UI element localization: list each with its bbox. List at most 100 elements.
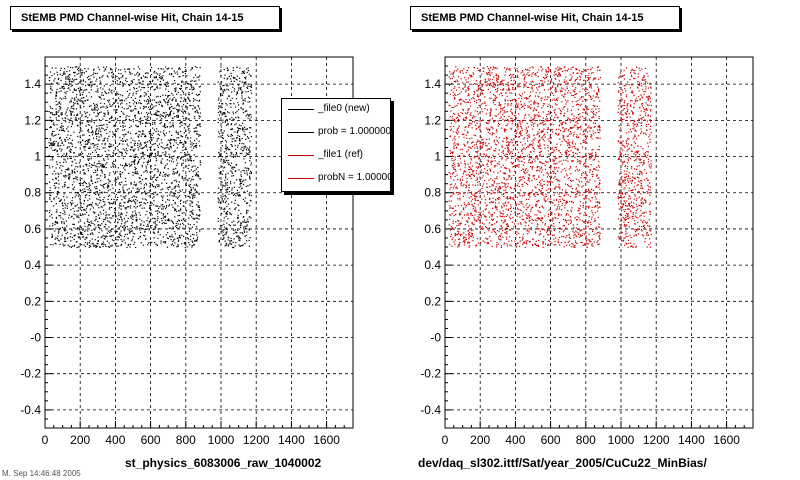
data-point	[152, 119, 154, 121]
data-point	[516, 106, 519, 108]
data-point	[126, 103, 128, 105]
data-point	[472, 72, 474, 74]
data-point	[66, 137, 68, 139]
data-point	[81, 232, 83, 234]
data-point	[108, 221, 110, 223]
data-point	[453, 162, 455, 164]
data-point	[145, 228, 147, 230]
data-point	[78, 153, 80, 155]
data-point	[70, 113, 72, 115]
data-point	[86, 111, 88, 113]
data-point	[474, 195, 476, 197]
x-tick-label: 600	[141, 433, 161, 447]
data-point	[143, 224, 145, 226]
data-point	[147, 244, 149, 246]
data-point	[90, 126, 93, 128]
data-point	[227, 159, 229, 161]
data-point	[107, 184, 110, 186]
data-point	[166, 120, 168, 122]
data-point	[450, 73, 452, 75]
data-point	[93, 212, 96, 214]
data-point	[452, 187, 454, 189]
data-point	[102, 118, 104, 120]
data-point	[135, 132, 138, 134]
data-point	[173, 70, 175, 72]
data-point	[486, 72, 488, 74]
data-point	[56, 124, 58, 126]
data-point	[116, 111, 118, 113]
data-point	[118, 212, 120, 214]
data-point	[58, 129, 61, 131]
data-point	[457, 198, 459, 200]
data-point	[450, 186, 452, 189]
data-point	[217, 197, 219, 199]
data-point	[162, 206, 164, 208]
data-point	[453, 179, 455, 181]
data-point	[65, 78, 67, 80]
data-point	[106, 217, 108, 219]
data-point	[196, 124, 198, 126]
data-point	[488, 69, 491, 71]
data-point	[177, 133, 179, 135]
data-point	[497, 192, 499, 194]
data-point	[458, 224, 460, 226]
data-point	[88, 165, 90, 167]
data-point	[449, 71, 451, 73]
data-point	[249, 146, 251, 148]
data-point	[452, 193, 454, 195]
data-point	[157, 154, 159, 156]
data-point	[192, 165, 194, 167]
data-point	[160, 242, 162, 244]
data-point	[476, 162, 479, 164]
data-point	[174, 72, 176, 74]
data-point	[155, 112, 157, 114]
data-point	[130, 106, 132, 108]
data-point	[134, 115, 136, 117]
data-point	[165, 94, 167, 96]
data-point	[148, 156, 151, 158]
data-point	[226, 88, 228, 90]
data-point	[83, 169, 85, 171]
data-point	[163, 221, 165, 223]
data-point	[116, 225, 118, 227]
data-point	[499, 117, 501, 119]
data-point	[160, 77, 162, 79]
data-point	[235, 153, 237, 156]
data-point	[232, 67, 234, 69]
data-point	[245, 185, 247, 187]
data-point	[220, 66, 222, 68]
data-point	[153, 105, 155, 108]
data-point	[244, 242, 246, 245]
data-point	[138, 79, 140, 81]
data-point	[107, 76, 109, 78]
data-point	[144, 235, 146, 237]
data-point	[147, 217, 149, 219]
data-point	[492, 201, 494, 204]
data-point	[133, 156, 136, 158]
data-point	[198, 192, 200, 194]
data-point	[515, 172, 517, 174]
data-point	[526, 86, 529, 89]
data-point	[193, 88, 195, 91]
data-point	[68, 178, 70, 180]
data-point	[506, 197, 509, 199]
data-point	[179, 208, 182, 210]
data-point	[238, 104, 240, 106]
data-point	[179, 214, 181, 217]
data-point	[178, 137, 180, 139]
data-point	[190, 69, 192, 71]
data-point	[186, 102, 188, 104]
data-point	[155, 83, 157, 85]
data-point	[63, 229, 65, 231]
data-point	[103, 70, 105, 72]
data-point	[468, 108, 470, 110]
data-point	[102, 185, 104, 188]
data-point	[66, 128, 68, 130]
data-point	[466, 113, 468, 115]
data-point	[146, 119, 148, 121]
data-point	[237, 217, 239, 219]
data-point	[238, 137, 240, 140]
data-point	[118, 191, 120, 193]
data-point	[168, 186, 170, 188]
data-point	[80, 79, 82, 81]
